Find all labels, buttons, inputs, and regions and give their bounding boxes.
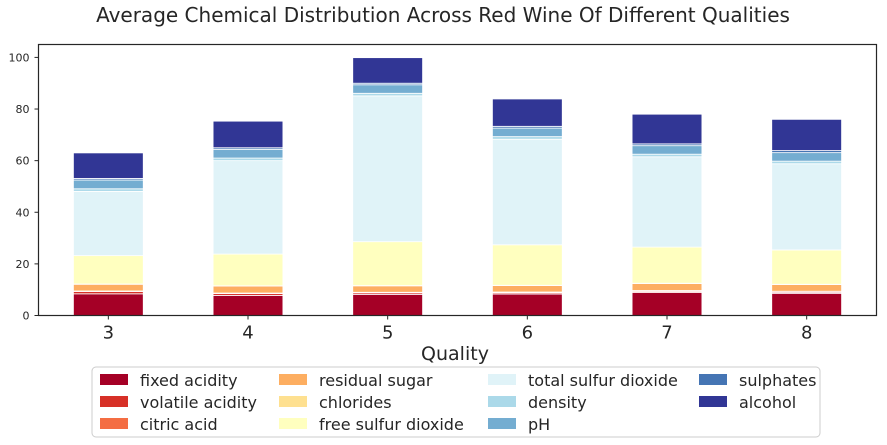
x-tick-label: 4 (242, 323, 253, 344)
bar-segment-free-sulfur-dioxide-3 (73, 255, 144, 285)
bar-segment-fixed-acidity-6 (492, 293, 563, 316)
plot-frame (37, 43, 878, 317)
x-tick-label: 6 (522, 323, 533, 344)
bar-segment-fixed-acidity-5 (352, 293, 423, 316)
bar-segment-total-sulfur-dioxide-4 (212, 160, 284, 255)
bar-segment-pH-8 (771, 152, 842, 162)
bar-segment-alcohol-8 (771, 118, 842, 151)
y-tick-label: 80 (16, 103, 30, 116)
bar-segment-fixed-acidity-8 (771, 292, 842, 316)
bar-segment-free-sulfur-dioxide-8 (771, 249, 842, 285)
legend: fixed acidity volatile acidity citric acid… (91, 366, 821, 438)
bar-segment-alcohol-7 (631, 113, 703, 145)
legend-swatch (100, 374, 128, 385)
x-axis-label: Quality (421, 343, 489, 365)
bar-segment-pH-5 (352, 84, 423, 94)
x-tick-label: 7 (661, 323, 672, 344)
y-tick-label: 60 (16, 155, 30, 168)
bar-segment-alcohol-6 (492, 98, 563, 127)
bar-segment-free-sulfur-dioxide-5 (352, 241, 423, 286)
bar-segment-residual-sugar-7 (631, 283, 703, 291)
bar-segment-total-sulfur-dioxide-5 (352, 95, 423, 243)
bar-segment-residual-sugar-6 (492, 285, 563, 293)
legend-frame (91, 366, 821, 438)
legend-swatch (279, 396, 307, 407)
x-tick-label: 8 (801, 323, 812, 344)
legend-label: density (528, 393, 587, 412)
legend-label: free sulfur dioxide (319, 415, 464, 434)
legend-label: total sulfur dioxide (528, 371, 678, 390)
y-axis: 0 20 40 60 80 100 (9, 51, 39, 323)
bar-segment-free-sulfur-dioxide-7 (631, 246, 703, 284)
y-tick-label: 0 (23, 310, 30, 323)
bar-segment-alcohol-5 (352, 57, 423, 84)
legend-label: volatile acidity (140, 393, 257, 412)
bar-segment-free-sulfur-dioxide-6 (492, 244, 563, 286)
legend-label: chlorides (319, 393, 392, 412)
bar-segment-pH-3 (73, 179, 144, 190)
y-tick-label: 20 (16, 258, 30, 271)
bar-segment-pH-4 (212, 148, 284, 159)
legend-swatch (100, 396, 128, 407)
legend-label: alcohol (739, 393, 796, 412)
bar-segment-residual-sugar-3 (73, 283, 144, 292)
x-tick-label: 3 (103, 323, 114, 344)
legend-label: citric acid (140, 415, 218, 434)
legend-swatch (100, 418, 128, 429)
legend-swatch (699, 374, 727, 385)
legend-swatch (699, 396, 727, 407)
bar-segment-residual-sugar-4 (212, 285, 284, 294)
legend-swatch (488, 374, 516, 385)
bar-segment-fixed-acidity-7 (631, 292, 703, 316)
bar-segment-residual-sugar-8 (771, 284, 842, 292)
y-tick-label: 100 (9, 51, 30, 64)
legend-swatch (279, 418, 307, 429)
bar-segment-total-sulfur-dioxide-3 (73, 190, 144, 257)
legend-swatch (488, 396, 516, 407)
legend-swatch (279, 374, 307, 385)
y-tick-label: 40 (16, 206, 30, 219)
bar-segment-total-sulfur-dioxide-6 (492, 138, 563, 246)
bar-segment-free-sulfur-dioxide-4 (212, 253, 284, 287)
bar-segment-alcohol-4 (212, 120, 284, 149)
bar-segment-fixed-acidity-4 (212, 294, 284, 316)
legend-swatch (488, 418, 516, 429)
bar-segment-alcohol-3 (73, 152, 144, 179)
bar-segment-total-sulfur-dioxide-7 (631, 156, 703, 248)
legend-label: sulphates (739, 371, 816, 390)
bar-segment-pH-6 (492, 127, 563, 138)
x-tick-label: 5 (382, 323, 393, 344)
legend-label: residual sugar (319, 371, 433, 390)
legend-label: pH (528, 415, 550, 434)
chart-title: Average Chemical Distribution Across Red… (96, 3, 790, 27)
bar-segment-residual-sugar-5 (352, 285, 423, 293)
x-axis: 3 4 5 6 7 8 (103, 315, 812, 344)
legend-label: fixed acidity (140, 371, 238, 390)
bar-segment-total-sulfur-dioxide-8 (771, 163, 842, 251)
bar-segment-pH-7 (631, 145, 703, 155)
bars-layer (73, 57, 842, 316)
bar-segment-fixed-acidity-3 (73, 293, 144, 316)
